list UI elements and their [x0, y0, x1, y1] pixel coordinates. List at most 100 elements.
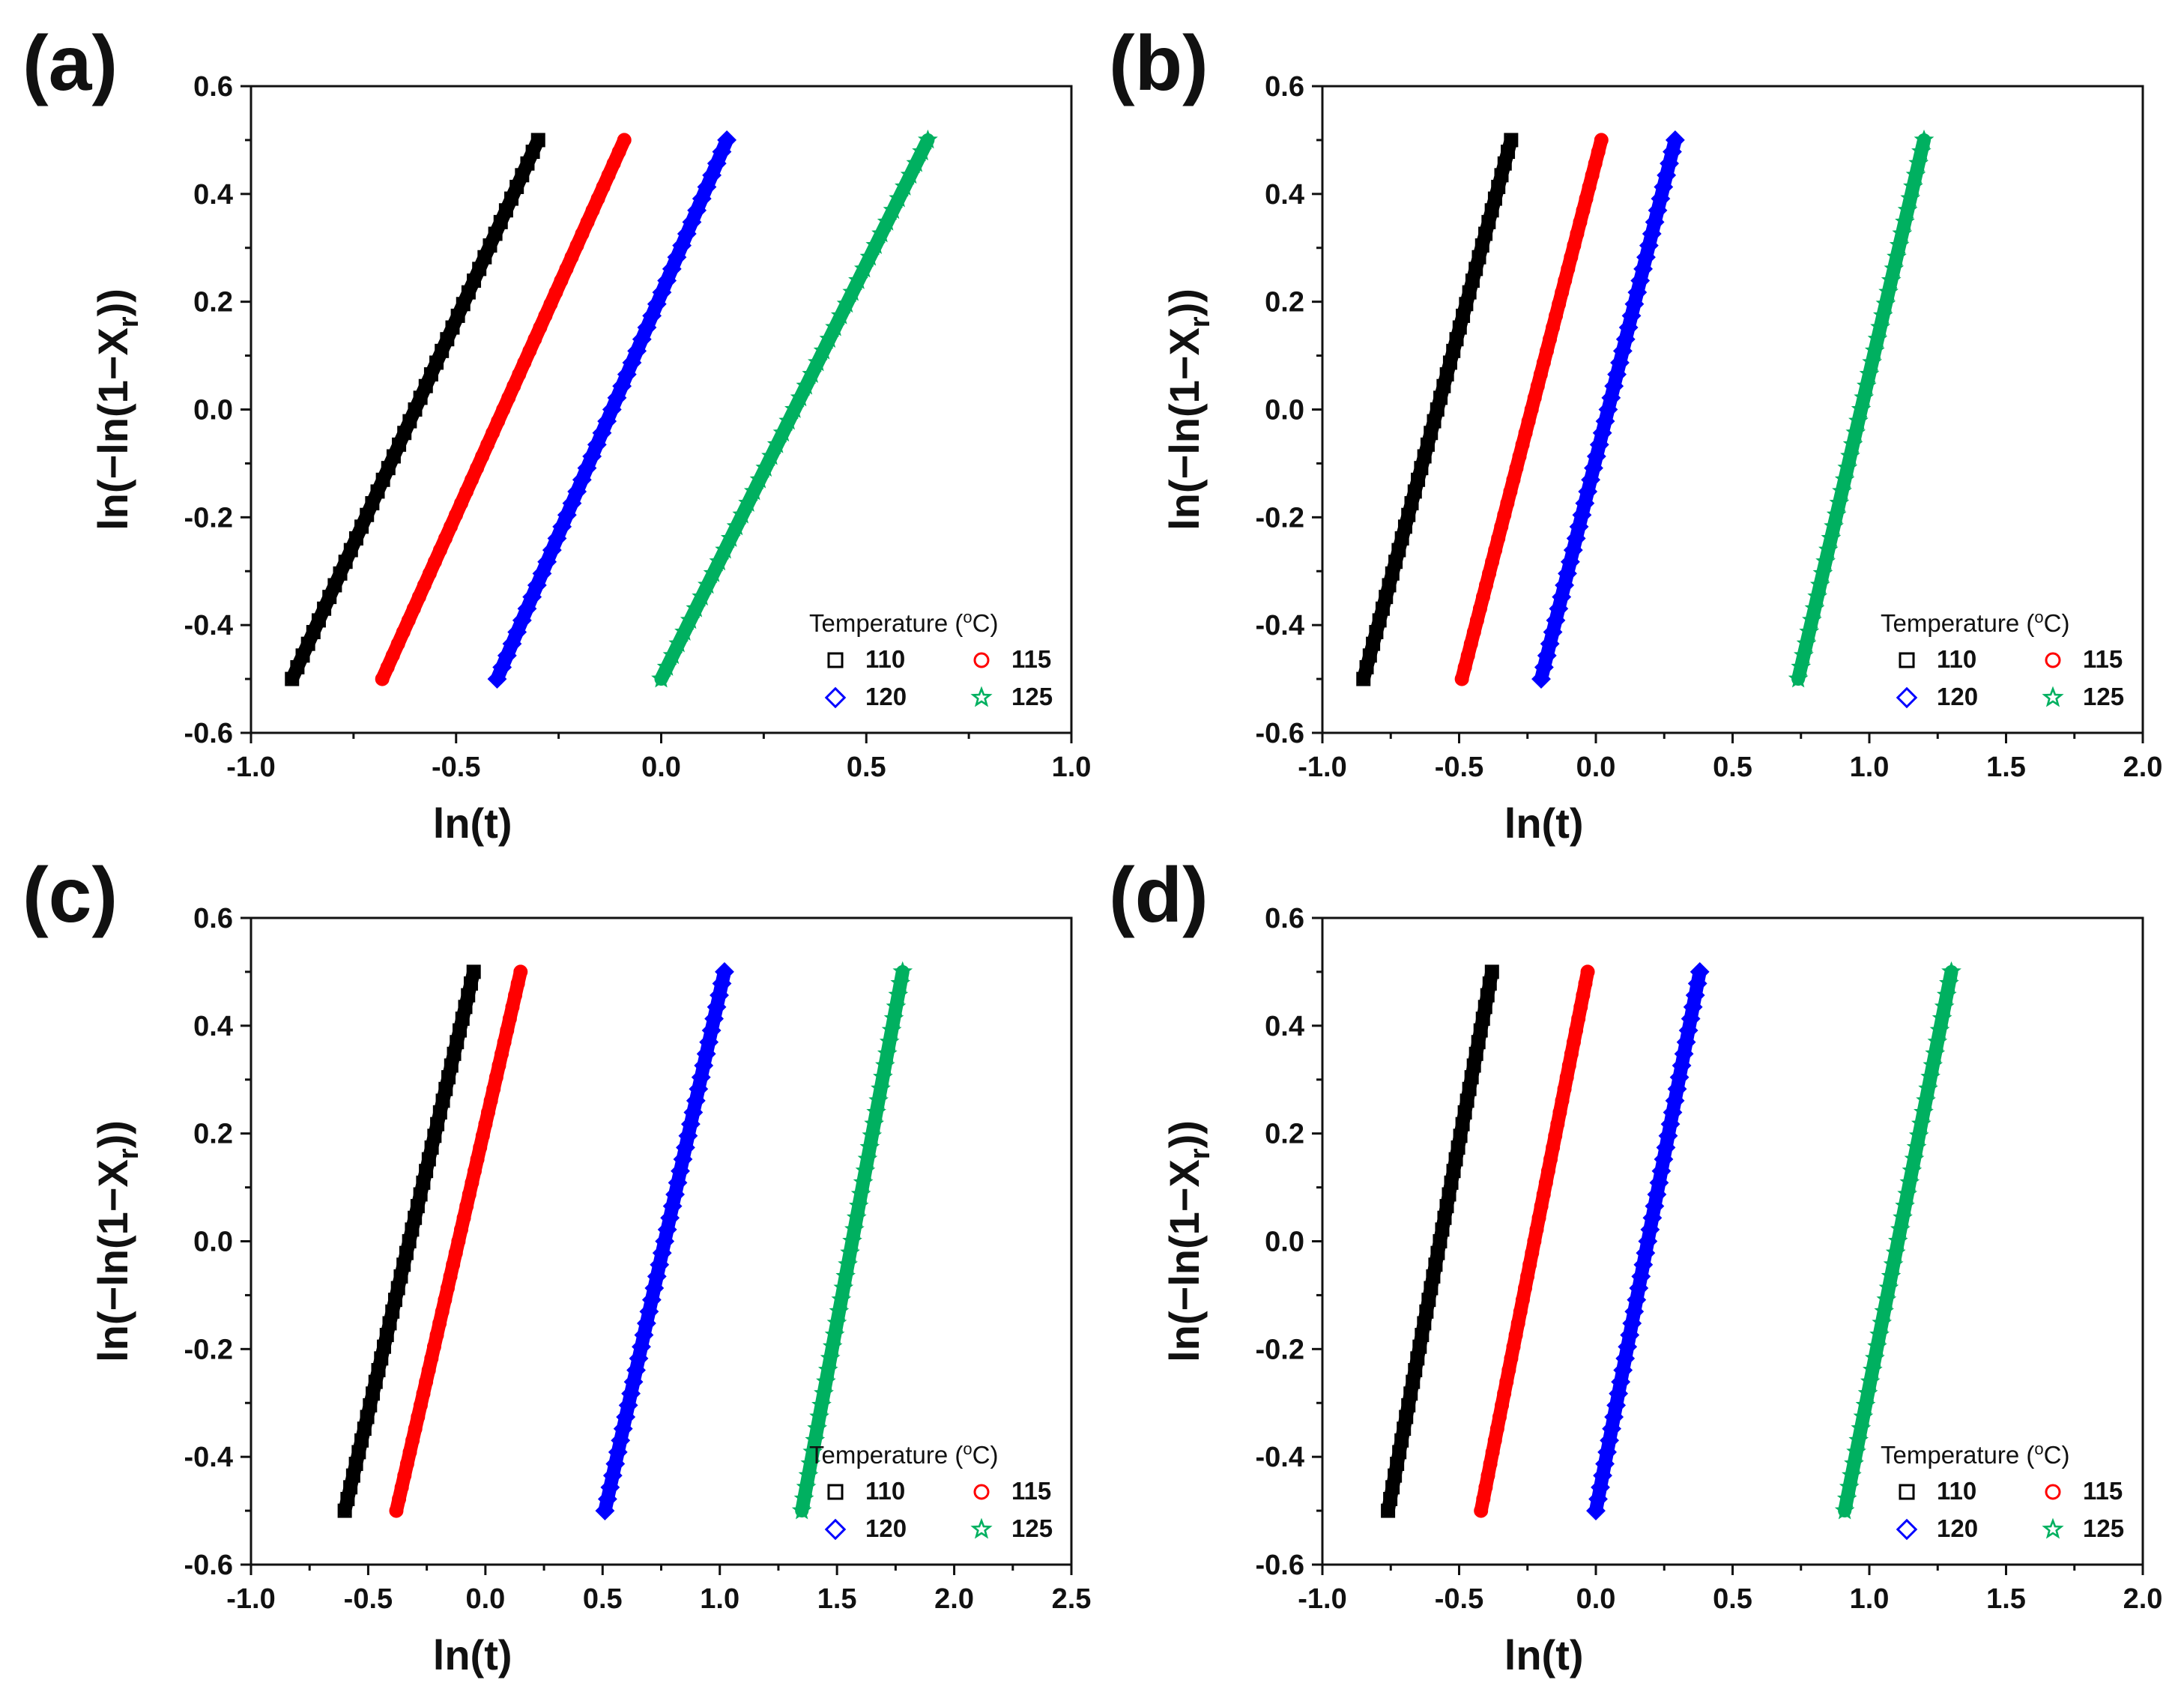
- x-tick-label: -0.5: [432, 752, 480, 783]
- legend-marker: [1899, 1484, 1915, 1500]
- data-point: [1809, 574, 1830, 594]
- data-point: [1916, 1090, 1936, 1110]
- data-point: [1812, 563, 1833, 582]
- panel-letter: (b): [1109, 20, 1209, 107]
- data-point: [411, 590, 426, 605]
- data-point: [1685, 985, 1705, 1006]
- data-point: [1665, 1090, 1685, 1111]
- data-point: [1595, 1454, 1615, 1474]
- series-band: [375, 133, 632, 686]
- data-point: [1611, 1372, 1631, 1392]
- data-point: [1627, 1290, 1647, 1310]
- data-point: [1624, 1302, 1645, 1322]
- x-tick-label: -1.0: [1298, 1583, 1346, 1615]
- data-point: [859, 247, 880, 266]
- data-point: [1839, 1476, 1860, 1496]
- data-point: [1690, 961, 1710, 982]
- data-point: [802, 363, 822, 384]
- data-point: [829, 1301, 850, 1320]
- data-point: [842, 1230, 862, 1250]
- y-tick-label: 0.4: [1265, 179, 1304, 211]
- legend-label: 120: [865, 1514, 907, 1542]
- series-band: [490, 133, 734, 686]
- series-band-edge: [802, 971, 907, 1511]
- data-point: [548, 285, 563, 300]
- data-point: [644, 1278, 665, 1298]
- data-point: [605, 1454, 626, 1474]
- series-band: [1455, 133, 1609, 686]
- data-point: [1642, 1208, 1663, 1228]
- data-point: [1874, 1301, 1895, 1320]
- chart-panel-b: (b) -1.0 -0.5 0.0 0.5 1.0 1.5 2.0 -0.6 -0.4 -0.2 0.…: [1109, 20, 2162, 847]
- y-tick-label: 0.4: [193, 179, 233, 211]
- data-point: [396, 625, 411, 640]
- x-tick-label: -1.0: [226, 1583, 275, 1615]
- data-point: [1549, 599, 1569, 619]
- series-120: [487, 130, 737, 689]
- data-point: [755, 457, 776, 477]
- x-axis-title: ln(t): [1504, 1631, 1584, 1679]
- x-tick-label: 1.0: [1850, 752, 1890, 783]
- data-point: [1908, 1125, 1929, 1145]
- data-point: [1569, 516, 1589, 537]
- data-point: [1683, 997, 1703, 1017]
- data-point: [1881, 1266, 1902, 1285]
- data-point: [1807, 586, 1828, 606]
- data-point: [1826, 504, 1847, 524]
- data-point: [888, 985, 909, 1004]
- data-point: [738, 492, 758, 512]
- data-point: [840, 1242, 860, 1262]
- data-point: [1864, 1347, 1885, 1368]
- legend-marker: [1896, 1518, 1918, 1541]
- legend-label: 125: [1011, 683, 1053, 710]
- data-point: [1589, 435, 1609, 455]
- data-point: [1609, 1383, 1629, 1404]
- data-point: [1563, 540, 1583, 561]
- data-point: [543, 297, 558, 312]
- panel-letter: (c): [22, 852, 118, 939]
- legend-title: Temperature (oC): [809, 608, 999, 637]
- data-point: [1851, 399, 1872, 418]
- y-axis-title-main: ln(−ln(1−X: [1161, 327, 1208, 531]
- data-point: [1855, 1395, 1876, 1414]
- data-point: [1640, 1219, 1660, 1239]
- data-point: [611, 1430, 631, 1451]
- data-point: [602, 1466, 623, 1486]
- data-point: [1636, 247, 1656, 268]
- data-point: [1610, 353, 1630, 372]
- data-point: [1639, 235, 1659, 256]
- panel-letter: (d): [1109, 852, 1209, 939]
- data-point: [798, 1465, 819, 1484]
- legend-title-end: C): [972, 609, 999, 637]
- y-axis-title: ln(−ln(1−Xr)): [1161, 288, 1216, 531]
- data-point: [881, 1020, 902, 1039]
- data-point-end: [1600, 139, 1603, 141]
- data-point: [889, 188, 910, 208]
- data-point-end: [723, 970, 725, 973]
- data-point: [530, 133, 545, 148]
- series-band: [1534, 133, 1682, 686]
- data-point: [743, 480, 764, 501]
- y-axis-title: ln(−ln(1−Xr)): [1161, 1120, 1216, 1362]
- series-125: [651, 129, 938, 688]
- data-point: [680, 609, 701, 629]
- series-band-edge: [292, 139, 542, 680]
- y-tick-label: 0.4: [1265, 1011, 1304, 1042]
- x-tick-label: 1.5: [1986, 752, 2026, 783]
- data-point: [1543, 622, 1563, 642]
- y-axis-title-sub: r: [113, 1148, 145, 1159]
- data-point: [1604, 1407, 1624, 1427]
- legend-title-end: C): [2044, 1441, 2070, 1469]
- data-point: [686, 1090, 706, 1111]
- legend: Temperature (oC) 110 115 120 125: [809, 608, 1053, 710]
- data-point: [807, 351, 828, 372]
- data-point: [1923, 1054, 1943, 1075]
- data-point: [1862, 351, 1883, 372]
- legend-label: 115: [2083, 1477, 2123, 1505]
- data-point: [822, 1336, 843, 1356]
- y-tick-label: 0.4: [193, 1011, 233, 1042]
- data-point: [1560, 552, 1580, 572]
- data-point: [466, 964, 481, 979]
- chart-panel-a: (a) -1.0 -0.5 0.0 0.5 1.0 -0.6 -0.4 -0.2 0.0 0.2 0.…: [22, 20, 1091, 847]
